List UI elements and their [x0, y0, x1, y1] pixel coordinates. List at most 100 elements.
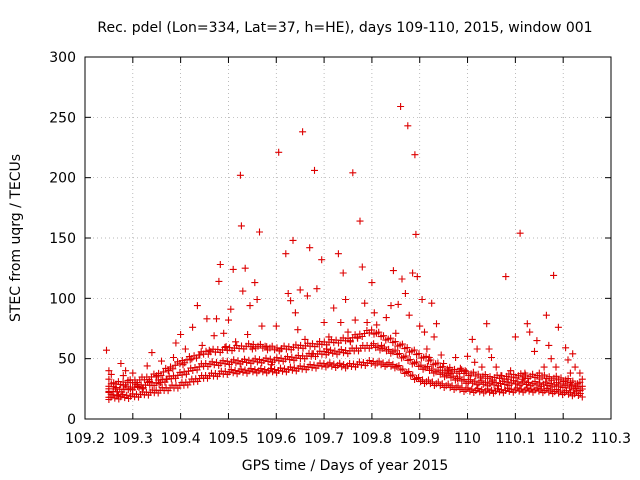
data-point — [439, 363, 447, 371]
grid-lines — [85, 57, 611, 419]
data-point — [284, 290, 292, 297]
data-point — [418, 296, 426, 303]
y-tick-label: 0 — [67, 412, 76, 428]
data-point — [462, 368, 470, 376]
data-point — [370, 309, 378, 317]
data-point — [296, 286, 304, 294]
data-point — [330, 304, 338, 312]
data-point — [361, 299, 369, 307]
data-point — [413, 273, 421, 281]
data-point — [258, 322, 266, 330]
data-point — [449, 372, 457, 380]
data-point — [172, 339, 180, 347]
data-point — [423, 345, 431, 353]
data-point — [129, 369, 137, 377]
data-point — [385, 359, 393, 367]
data-point — [411, 151, 419, 159]
data-point — [122, 367, 130, 375]
data-point — [423, 362, 431, 370]
data-point — [380, 332, 387, 340]
data-point — [406, 356, 414, 363]
data-point — [105, 375, 113, 383]
data-point — [401, 290, 409, 297]
data-point — [391, 338, 399, 346]
data-point — [526, 328, 534, 336]
data-point — [189, 323, 197, 331]
data-point — [507, 367, 515, 375]
data-point — [198, 341, 206, 349]
data-point — [368, 326, 376, 334]
data-point — [148, 349, 156, 357]
data-point — [437, 351, 445, 359]
data-point — [395, 350, 403, 357]
data-point — [428, 365, 436, 373]
data-point — [471, 358, 479, 366]
data-point — [369, 357, 377, 365]
data-point — [225, 316, 232, 324]
data-point — [318, 256, 326, 264]
data-points — [103, 103, 586, 403]
data-point — [203, 315, 211, 323]
data-point — [403, 344, 411, 352]
data-point — [177, 331, 185, 338]
data-point — [205, 346, 213, 354]
data-point — [380, 343, 388, 351]
data-point — [533, 337, 541, 345]
data-point — [542, 311, 550, 319]
data-point — [272, 322, 280, 330]
x-tick-label: 109.3 — [113, 431, 153, 447]
data-point — [434, 378, 442, 386]
data-point — [301, 335, 309, 343]
data-point — [216, 261, 224, 268]
data-point — [181, 345, 189, 353]
data-point — [421, 328, 428, 336]
x-tick-label: 109.9 — [400, 431, 440, 447]
data-point — [451, 365, 458, 373]
data-point — [474, 370, 482, 378]
data-point — [428, 378, 436, 386]
data-point — [564, 375, 572, 383]
data-point — [458, 366, 466, 374]
x-tick-labels: 109.2 109.3 109.4 109.5 109.6 109.7 109.8 109.9… — [65, 431, 631, 447]
data-point — [427, 356, 435, 364]
data-point — [370, 340, 378, 348]
data-point — [222, 343, 230, 351]
data-point — [452, 354, 460, 361]
data-point — [433, 320, 440, 328]
y-tick-label: 200 — [49, 171, 76, 187]
data-point — [397, 103, 405, 110]
data-point — [516, 229, 524, 237]
data-point — [481, 371, 489, 379]
y-tick-label: 50 — [58, 352, 76, 368]
data-point — [410, 346, 418, 354]
data-point — [193, 302, 201, 310]
data-point — [227, 305, 235, 313]
data-point — [395, 362, 403, 370]
data-point — [303, 292, 311, 300]
data-point — [563, 380, 571, 388]
data-point — [409, 269, 417, 277]
data-point — [398, 340, 406, 348]
data-point — [492, 363, 500, 371]
data-point — [239, 287, 247, 295]
data-point — [382, 314, 390, 322]
x-tick-label: 109.5 — [208, 431, 248, 447]
x-tick-label: 109.8 — [352, 431, 392, 447]
data-point — [448, 382, 456, 390]
data-point — [554, 323, 562, 331]
data-point — [311, 166, 318, 174]
y-tick-label: 150 — [49, 231, 76, 247]
x-tick-label: 110.3 — [591, 431, 631, 447]
data-point — [531, 347, 538, 355]
data-point — [478, 363, 486, 371]
data-point — [232, 338, 240, 346]
data-point — [444, 380, 452, 388]
data-point — [511, 333, 519, 341]
data-point — [244, 331, 252, 338]
data-point — [402, 352, 410, 360]
data-point — [306, 244, 314, 252]
data-point — [289, 236, 297, 244]
data-point — [392, 329, 400, 337]
data-point — [540, 363, 548, 371]
data-point — [576, 369, 584, 377]
